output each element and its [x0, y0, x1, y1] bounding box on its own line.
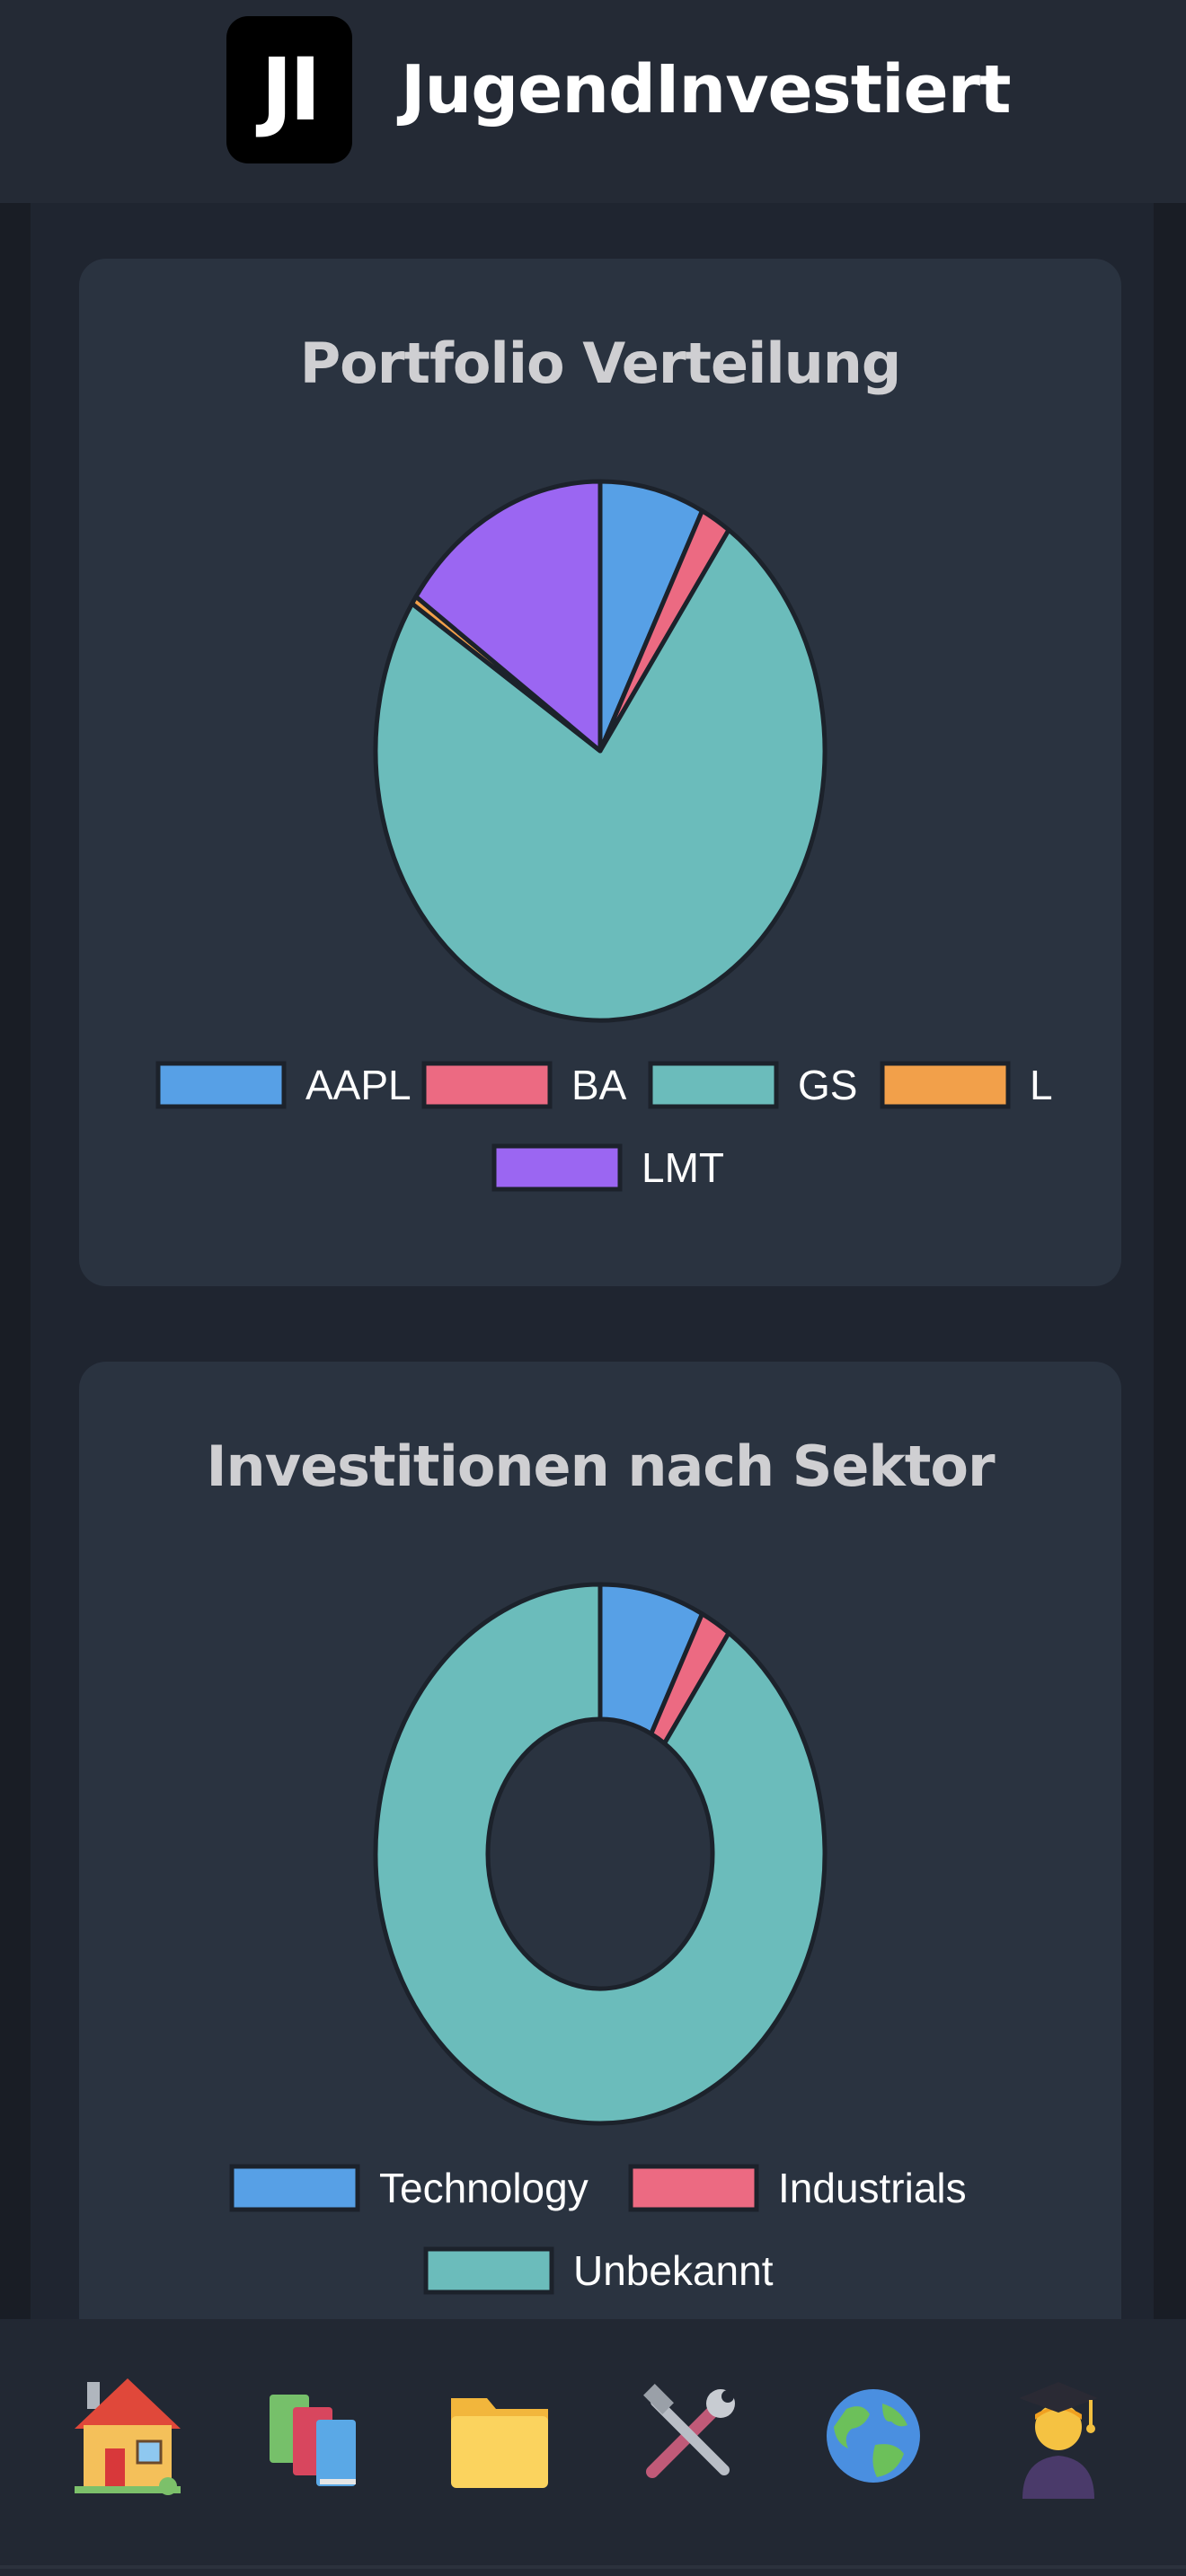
legend-swatch-industrials[interactable]: [628, 2164, 759, 2212]
legend-swatch-l[interactable]: [880, 1061, 1011, 1109]
right-edge: [1154, 203, 1186, 2319]
tools-icon: [643, 2384, 735, 2478]
slice-unbekannt[interactable]: [373, 1582, 828, 2126]
nav-files-button[interactable]: [428, 2364, 571, 2508]
nav-tools-button[interactable]: [616, 2364, 760, 2508]
legend-swatch-ba[interactable]: [421, 1061, 553, 1109]
books-icon: [270, 2395, 356, 2486]
legend-label-unbekannt[interactable]: Unbekannt: [573, 2247, 774, 2294]
folder-icon: [451, 2398, 548, 2488]
legend-label-aapl[interactable]: AAPL: [305, 1062, 412, 1108]
legend-swatch-gs[interactable]: [648, 1061, 779, 1109]
portfolio-distribution-card: Portfolio Verteilung AAPL BA GS L LMT: [79, 259, 1121, 1286]
portfolio-pie-chart[interactable]: AAPL BA GS L LMT: [79, 259, 1121, 1286]
legend-swatch-unbekannt[interactable]: [423, 2246, 554, 2295]
nav-market-button[interactable]: [801, 2364, 945, 2508]
slice-lmt[interactable]: [413, 479, 603, 754]
nav-learn-button[interactable]: [243, 2364, 386, 2508]
sector-investments-card: Investitionen nach Sektor Technology Indu…: [79, 1362, 1121, 2350]
logo-text: JI: [261, 40, 321, 140]
home-indicator-line: [0, 2565, 1186, 2569]
slice-gs[interactable]: [373, 527, 828, 1023]
legend-swatch-technology[interactable]: [229, 2164, 360, 2212]
legend-label-technology[interactable]: Technology: [379, 2165, 589, 2211]
sector-card-title: Investitionen nach Sektor: [206, 1434, 995, 1499]
globe-icon: [827, 2389, 920, 2483]
legend-label-lmt[interactable]: LMT: [642, 1144, 724, 1191]
legend-label-ba[interactable]: BA: [571, 1062, 627, 1108]
app-title: JugendInvestiert: [401, 51, 1012, 128]
nav-home-button[interactable]: [56, 2364, 199, 2508]
legend-swatch-aapl[interactable]: [155, 1061, 287, 1109]
house-icon: [75, 2378, 181, 2495]
graduate-icon: [1019, 2382, 1098, 2499]
nav-profile-button[interactable]: [987, 2364, 1130, 2508]
left-edge: [0, 203, 31, 2319]
legend-label-l[interactable]: L: [1030, 1062, 1053, 1108]
app-header: JI JugendInvestiert: [0, 0, 1186, 203]
slice-aapl[interactable]: [597, 479, 704, 754]
portfolio-card-title: Portfolio Verteilung: [299, 331, 902, 396]
app-logo: JI: [226, 16, 352, 163]
bottom-navigation: [0, 2319, 1186, 2576]
legend-label-gs[interactable]: GS: [798, 1062, 857, 1108]
legend-label-industrials[interactable]: Industrials: [778, 2165, 967, 2211]
legend-swatch-lmt[interactable]: [491, 1143, 623, 1192]
